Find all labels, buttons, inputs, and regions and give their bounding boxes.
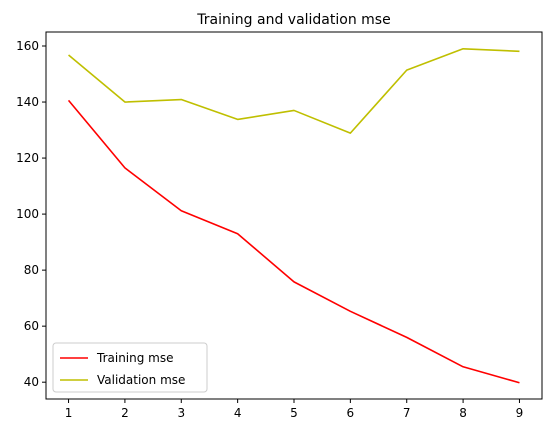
y-tick-label: 160 xyxy=(16,39,39,53)
series-layer xyxy=(67,48,520,384)
y-tick-label: 140 xyxy=(16,95,39,109)
x-tick-label: 9 xyxy=(516,406,524,420)
legend-label-training-mse: Training mse xyxy=(96,351,174,365)
x-tick-label: 6 xyxy=(347,406,355,420)
y-tick-label: 60 xyxy=(24,319,39,333)
x-tick-label: 8 xyxy=(459,406,467,420)
y-tick-label: 100 xyxy=(16,207,39,221)
x-tick-label: 1 xyxy=(65,406,73,420)
y-tick-label: 80 xyxy=(24,263,39,277)
series-line-training-mse xyxy=(67,99,520,384)
y-tick-label: 40 xyxy=(24,375,39,389)
legend: Training mse Validation mse xyxy=(52,342,208,393)
x-tick-label: 7 xyxy=(403,406,411,420)
x-axis: 1 2 3 4 5 6 7 8 9 xyxy=(65,399,524,420)
legend-label-validation-mse: Validation mse xyxy=(97,373,185,387)
chart-title: Training and validation mse xyxy=(196,12,390,28)
x-tick-label: 4 xyxy=(234,406,242,420)
x-tick-label: 5 xyxy=(290,406,298,420)
y-tick-label: 120 xyxy=(16,151,39,165)
series-line-validation-mse xyxy=(68,48,520,134)
x-tick-label: 2 xyxy=(121,406,129,420)
x-tick-label: 3 xyxy=(177,406,185,420)
legend-box xyxy=(52,342,208,393)
y-axis: 40 60 80 100 120 140 160 xyxy=(16,39,46,389)
